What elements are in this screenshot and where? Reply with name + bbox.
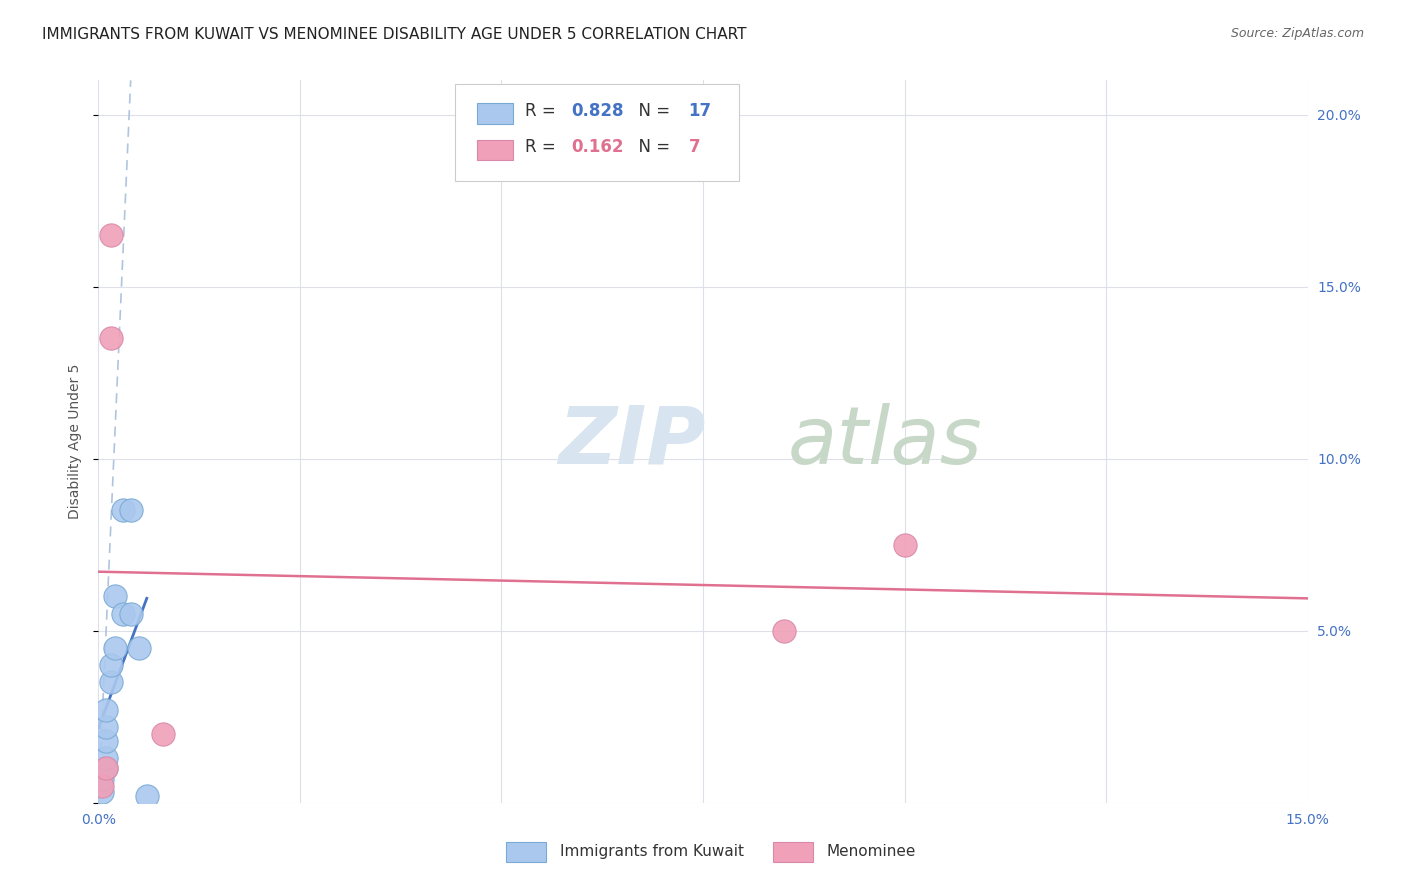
Point [91,772,114,786]
Point [135,789,157,803]
Point [893,538,915,552]
Point [100,331,122,345]
Point [772,624,794,638]
Point [128,640,150,655]
Point [91,779,114,793]
Point [96,761,118,775]
Point [120,503,142,517]
Point [100,675,122,690]
Bar [477,139,513,160]
Text: 0.162: 0.162 [571,138,624,156]
Point [103,590,125,604]
Point [152,727,174,741]
Text: 17: 17 [689,103,711,120]
Point [96,703,118,717]
Text: N =: N = [628,138,681,156]
Text: ZIP: ZIP [558,402,706,481]
Text: 7: 7 [689,138,700,156]
Point [91,785,114,799]
Point [96,761,118,775]
Point [111,607,134,621]
Text: Menominee: Menominee [827,845,917,859]
Point [96,734,118,748]
Point [120,607,142,621]
Bar [477,103,513,124]
Text: N =: N = [628,103,675,120]
FancyBboxPatch shape [456,84,740,181]
Y-axis label: Disability Age Under 5: Disability Age Under 5 [69,364,83,519]
Point [100,658,122,673]
Point [100,228,122,243]
Text: 0.828: 0.828 [571,103,624,120]
Text: atlas: atlas [787,402,983,481]
Point [103,640,125,655]
Point [96,751,118,765]
Text: R =: R = [526,138,561,156]
Text: R =: R = [526,103,561,120]
Text: IMMIGRANTS FROM KUWAIT VS MENOMINEE DISABILITY AGE UNDER 5 CORRELATION CHART: IMMIGRANTS FROM KUWAIT VS MENOMINEE DISA… [42,27,747,42]
Point [96,720,118,734]
Text: Source: ZipAtlas.com: Source: ZipAtlas.com [1230,27,1364,40]
Text: Immigrants from Kuwait: Immigrants from Kuwait [560,845,744,859]
Point [111,503,134,517]
